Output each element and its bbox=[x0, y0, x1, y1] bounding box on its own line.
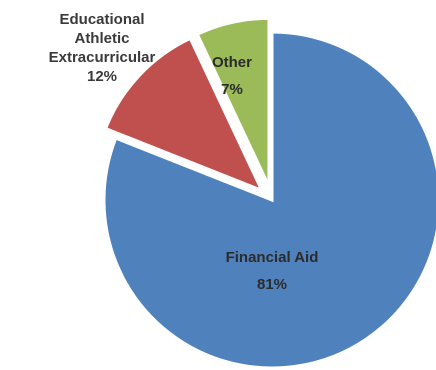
slice-label-line: Other bbox=[212, 54, 252, 71]
pie-slice-educational-athletic-extracurricular bbox=[103, 36, 265, 194]
slice-percent: 81% bbox=[257, 276, 287, 293]
slice-percent: 7% bbox=[221, 81, 243, 98]
pie-slice-other bbox=[195, 16, 271, 187]
slice-label-line: Financial Aid bbox=[226, 249, 319, 266]
slice-percent: 12% bbox=[87, 68, 117, 85]
slice-label-line: Educational bbox=[59, 11, 144, 28]
slice-label-educational-athletic-extracurricular: Educational Athletic Extracurricular 12% bbox=[49, 11, 156, 85]
slice-label-other: Other 7% bbox=[212, 54, 252, 98]
slice-label-line: Athletic bbox=[74, 30, 129, 47]
slice-label-line: Extracurricular bbox=[49, 49, 156, 66]
slice-label-financial-aid: Financial Aid 81% bbox=[226, 249, 319, 293]
pie-slice-financial-aid bbox=[102, 30, 436, 370]
